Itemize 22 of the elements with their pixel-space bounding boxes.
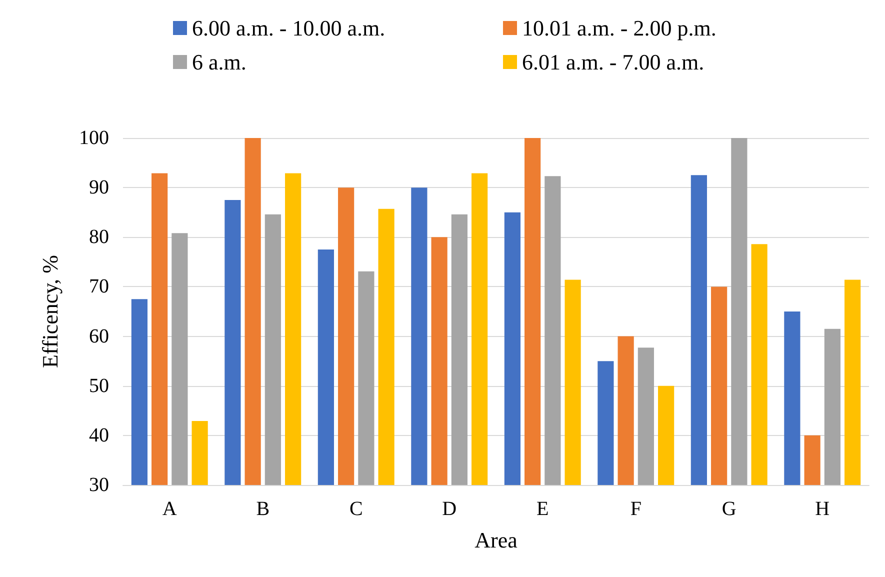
- y-tick-label: 90: [89, 176, 109, 199]
- y-tick-label: 50: [89, 374, 109, 397]
- y-axis-title: Efficency, %: [38, 255, 62, 368]
- y-tick-label: 80: [89, 226, 109, 248]
- x-tick-label: D: [442, 498, 457, 520]
- x-axis-title: Area: [474, 528, 518, 552]
- x-tick-label: G: [722, 498, 736, 520]
- x-tick-label: H: [815, 498, 830, 520]
- x-tick-label: A: [162, 498, 178, 520]
- y-tick-label: 60: [89, 325, 109, 348]
- legend-label: 6.00 a.m. - 10.00 a.m.: [192, 16, 386, 40]
- y-tick-label: 40: [89, 424, 109, 446]
- y-tick-label: 70: [89, 276, 109, 298]
- x-tick-label: F: [630, 498, 642, 520]
- x-tick-label: C: [349, 498, 363, 520]
- x-tick-label: E: [536, 498, 549, 520]
- y-tick-label: 30: [89, 474, 109, 496]
- legend-label: 10.01 a.m. - 2.00 p.m.: [522, 16, 716, 40]
- x-tick-label: B: [256, 498, 270, 520]
- legend-label: 6.01 a.m. - 7.00 a.m.: [522, 50, 704, 74]
- y-tick-label: 100: [79, 127, 109, 149]
- legend-label: 6 a.m.: [192, 50, 246, 74]
